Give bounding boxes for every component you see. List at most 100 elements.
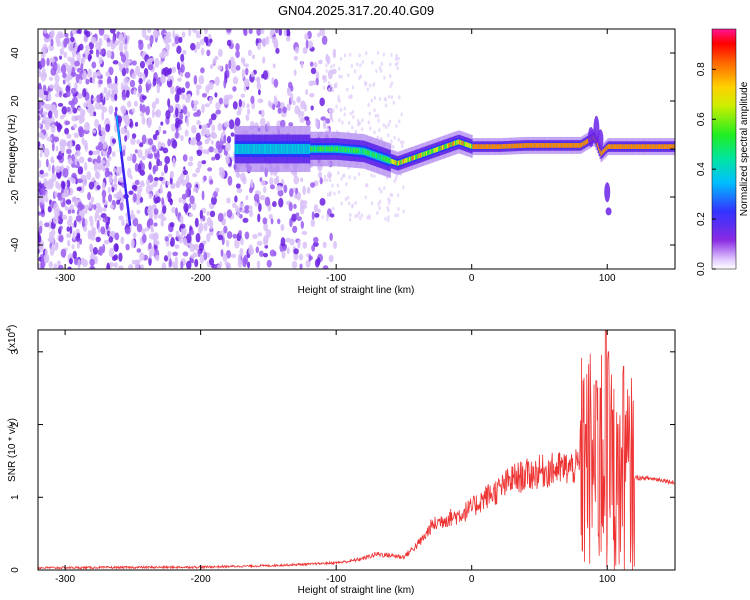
heatmap-cell (400, 140, 403, 145)
heatmap-cell (164, 235, 169, 242)
heatmap-cell (546, 143, 549, 148)
heatmap-cell (245, 67, 249, 76)
heatmap-cell (60, 64, 67, 75)
heatmap-cell (325, 63, 328, 68)
heatmap-cell (245, 195, 249, 201)
heatmap-cell (96, 149, 101, 156)
heatmap-cell (218, 48, 223, 58)
heatmap-cell (45, 158, 49, 168)
heatmap-cell (128, 263, 134, 269)
heatmap-cell (44, 222, 50, 228)
heatmap-cell (663, 144, 666, 149)
snr-scale-label: (x104) (6, 325, 18, 352)
heatmap-cell (299, 143, 301, 155)
heatmap-cell (623, 144, 626, 149)
heatmap-cell (102, 217, 109, 223)
heatmap-cell (369, 126, 372, 131)
heatmap-cell (92, 97, 98, 102)
heatmap-cell (162, 147, 169, 154)
heatmap-cell (201, 160, 207, 165)
heatmap-cell (131, 60, 137, 66)
heatmap-cell (189, 155, 194, 162)
heatmap-cell (326, 55, 331, 65)
heatmap-cell (439, 146, 442, 151)
heatmap-cell (112, 84, 118, 90)
heatmap-cell (477, 144, 479, 149)
heatmap-cell (120, 127, 127, 135)
heatmap-cell (512, 143, 515, 149)
heatmap-cell (198, 226, 202, 235)
heatmap-cell (341, 120, 344, 125)
heatmap-cell (319, 177, 323, 185)
heatmap-cell (293, 69, 297, 77)
heatmap-cell (484, 144, 487, 149)
heatmap-cell (88, 53, 91, 62)
heatmap-cell (400, 144, 404, 149)
heatmap-cell (120, 105, 127, 115)
heatmap-cell (48, 261, 54, 269)
heatmap-cell (175, 182, 181, 189)
heatmap-cell (50, 228, 56, 237)
heatmap-cell (148, 193, 153, 199)
heatmap-cell (58, 90, 63, 98)
heatmap-cell (59, 55, 62, 60)
heatmap-cell (198, 124, 202, 129)
heatmap-cell (627, 144, 629, 149)
heatmap-cell (249, 143, 251, 155)
heatmap-cell (226, 69, 230, 79)
heatmap-cell (202, 215, 206, 222)
heatmap-cell (263, 185, 267, 194)
spectrogram-xtick-label: -100 (326, 273, 346, 284)
heatmap-cell (90, 36, 97, 44)
heatmap-cell (240, 237, 244, 246)
heatmap-cell (181, 193, 187, 200)
heatmap-cell (235, 50, 240, 59)
heatmap-cell (232, 233, 237, 239)
heatmap-cell (310, 105, 314, 111)
heatmap-cell (389, 84, 392, 89)
heatmap-cell (252, 143, 255, 155)
heatmap-cell (262, 37, 267, 48)
heatmap-cell (423, 151, 426, 157)
heatmap-cell (152, 133, 157, 141)
heatmap-cell (105, 221, 109, 230)
heatmap-cell (325, 68, 328, 73)
heatmap-cell (103, 33, 108, 41)
heatmap-cell (156, 158, 161, 167)
heatmap-cell (219, 261, 223, 268)
heatmap-cell (242, 217, 249, 223)
heatmap-cell (351, 147, 354, 153)
heatmap-cell (327, 81, 331, 86)
heatmap-cell (378, 186, 381, 191)
colorbar-label: Normalized spectral amplitude (739, 81, 750, 216)
spectrogram-heatmap (38, 29, 675, 269)
heatmap-cell (98, 246, 104, 256)
heatmap-cell (394, 176, 398, 181)
heatmap-cell (285, 29, 290, 37)
heatmap-cell (230, 65, 237, 74)
heatmap-cell (43, 29, 48, 35)
heatmap-cell (63, 51, 68, 59)
heatmap-cell (502, 144, 505, 149)
heatmap-cell (379, 189, 383, 194)
heatmap-cell (52, 61, 58, 72)
heatmap-cell (462, 140, 465, 146)
heatmap-cell (573, 143, 576, 148)
heatmap-cell (302, 143, 305, 155)
heatmap-cell (114, 111, 118, 117)
heatmap-cell (84, 218, 88, 227)
heatmap-cell (74, 155, 78, 166)
heatmap-cell (132, 232, 137, 239)
heatmap-cell (346, 195, 350, 200)
heatmap-cell (88, 201, 93, 209)
heatmap-cell (474, 144, 477, 149)
snr-panel: -300 -200 -100 0 100 0 1 2 3 Height of straight … (6, 325, 676, 596)
heatmap-cell (395, 160, 398, 166)
heatmap-cell (619, 144, 622, 149)
heatmap-cell (194, 217, 199, 228)
heatmap-cell (395, 53, 398, 58)
heatmap-cell (346, 147, 349, 153)
heatmap-cell (255, 246, 259, 254)
heatmap-cell (175, 230, 180, 238)
heatmap-cell (397, 137, 400, 142)
